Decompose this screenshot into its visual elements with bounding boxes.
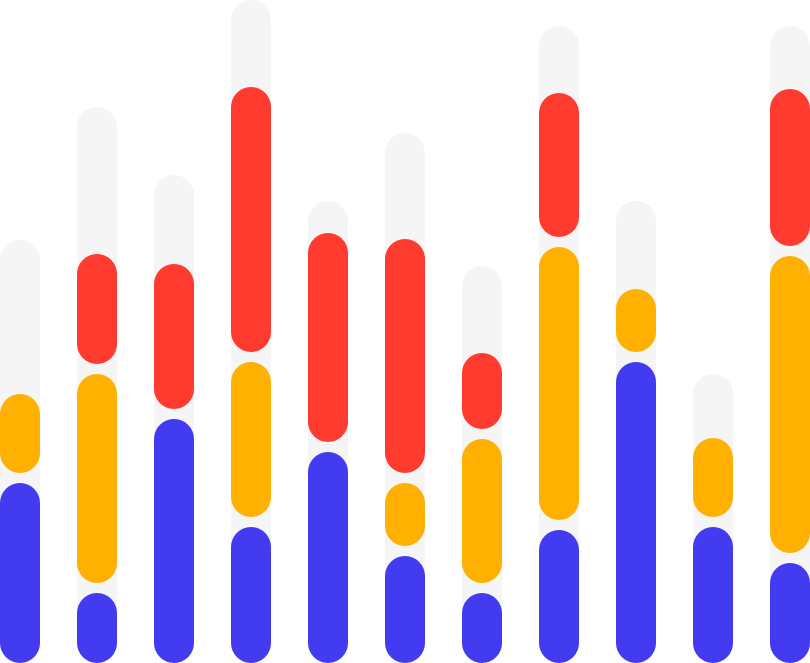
bar-segment-series-2 [693, 438, 733, 517]
bar-segment-series-2 [616, 289, 656, 352]
bar-segment-series-3 [231, 87, 271, 352]
bar-segment-series-1 [0, 483, 40, 663]
bar-segment-series-2 [77, 374, 117, 583]
bar-segment-series-2 [539, 247, 579, 520]
bar-segment-series-1 [231, 527, 271, 663]
bar-segment-series-1 [385, 556, 425, 663]
bar-segment-series-3 [462, 353, 502, 429]
bar-segment-series-1 [308, 452, 348, 663]
bar-segment-series-2 [231, 362, 271, 517]
bar-segment-series-1 [693, 527, 733, 663]
bar-segment-series-1 [154, 419, 194, 663]
bar-segment-series-3 [539, 93, 579, 237]
bar-segment-series-3 [154, 264, 194, 409]
bar-segment-series-1 [770, 563, 810, 663]
bar-segment-series-3 [385, 239, 425, 473]
bar-segment-series-1 [77, 593, 117, 663]
bar-segment-series-1 [616, 362, 656, 663]
bar-segment-series-2 [385, 483, 425, 546]
bar-segment-series-3 [77, 254, 117, 364]
bar-segment-series-1 [539, 530, 579, 663]
bar-segment-series-3 [770, 89, 810, 246]
bar-segment-series-1 [462, 593, 502, 663]
bar-segment-series-2 [0, 394, 40, 473]
bar-segment-series-2 [462, 439, 502, 583]
bar-segment-series-3 [308, 233, 348, 442]
bar-segment-series-2 [770, 256, 810, 553]
